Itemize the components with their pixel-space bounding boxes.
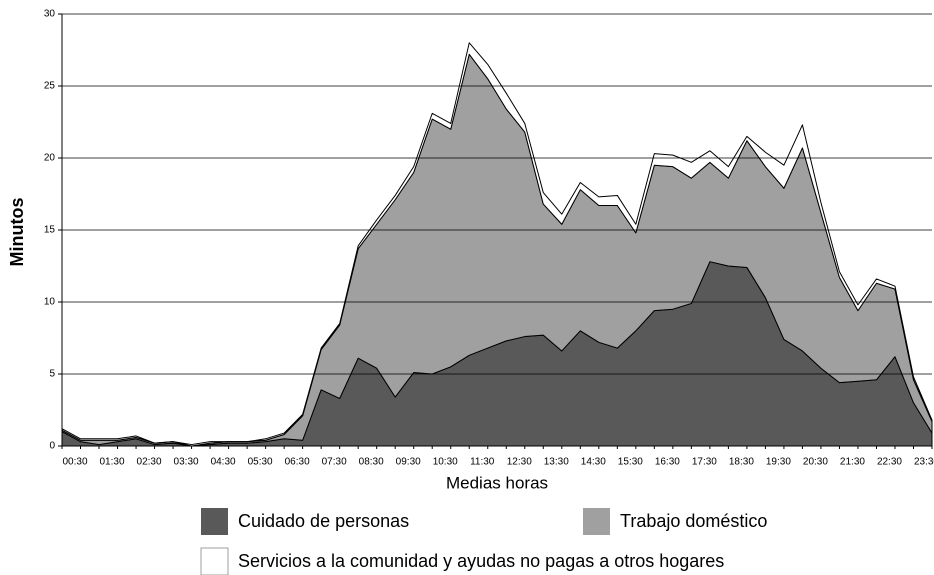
- x-tick-label: 00:30: [62, 457, 87, 468]
- y-tick-label: 15: [44, 225, 56, 236]
- x-tick-label: 17:30: [692, 457, 717, 468]
- x-tick-label: 05:30: [248, 457, 273, 468]
- y-tick-label: 20: [44, 153, 56, 164]
- x-tick-label: 03:30: [174, 457, 199, 468]
- y-tick-label: 0: [49, 441, 55, 452]
- x-tick-label: 23:30: [914, 457, 934, 468]
- y-tick-label: 25: [44, 81, 56, 92]
- x-tick-label: 01:30: [100, 457, 125, 468]
- x-tick-label: 04:30: [211, 457, 236, 468]
- x-axis-label: Medias horas: [446, 473, 548, 492]
- y-axis-label: Minutos: [7, 198, 27, 267]
- x-tick-label: 19:30: [766, 457, 791, 468]
- legend-label: Servicios a la comunidad y ayudas no pag…: [238, 551, 724, 571]
- legend-swatch: [201, 508, 228, 535]
- x-tick-label: 13:30: [544, 457, 569, 468]
- x-tick-label: 07:30: [322, 457, 347, 468]
- x-tick-label: 02:30: [137, 457, 162, 468]
- x-tick-label: 16:30: [655, 457, 680, 468]
- x-tick-label: 08:30: [359, 457, 384, 468]
- x-tick-label: 14:30: [581, 457, 606, 468]
- x-tick-label: 09:30: [396, 457, 421, 468]
- legend-swatch: [583, 508, 610, 535]
- y-tick-label: 5: [49, 369, 55, 380]
- x-tick-label: 22:30: [877, 457, 902, 468]
- area: [61, 42, 933, 447]
- y-tick-label: 10: [44, 297, 56, 308]
- x-tick-label: 06:30: [285, 457, 310, 468]
- x-tick-label: 10:30: [433, 457, 458, 468]
- legend-label: Trabajo doméstico: [620, 511, 767, 531]
- x-tick-label: 18:30: [729, 457, 754, 468]
- x-tick-label: 11:30: [470, 457, 495, 468]
- x-tick-label: 15:30: [618, 457, 643, 468]
- x-tick-label: 12:30: [507, 457, 532, 468]
- x-tick-label: 21:30: [840, 457, 865, 468]
- legend-swatch: [200, 547, 229, 575]
- x-tick-label: 20:30: [803, 457, 828, 468]
- legend-label: Cuidado de personas: [238, 511, 409, 531]
- y-tick-label: 30: [44, 9, 56, 20]
